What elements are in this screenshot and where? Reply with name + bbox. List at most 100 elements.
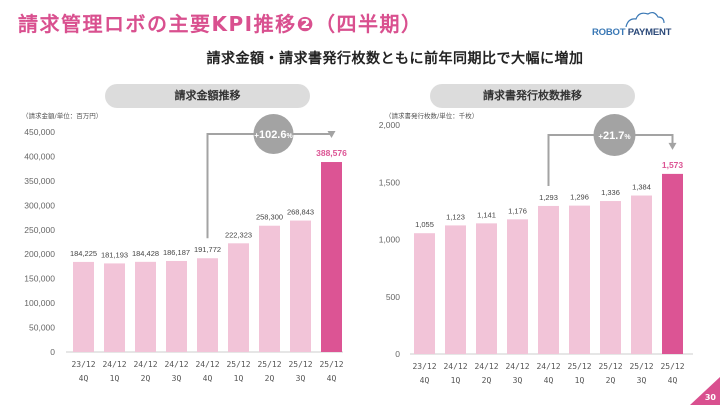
x-tick-label: 24/12 — [443, 362, 467, 371]
x-tick-label: 4Q — [544, 376, 554, 385]
bar — [321, 162, 342, 352]
corner-triangle-icon — [690, 377, 720, 405]
data-label: 388,576 — [316, 148, 347, 158]
x-tick-label: 2Q — [606, 376, 616, 385]
data-label: 268,843 — [287, 208, 314, 217]
y-tick-label: 100,000 — [24, 298, 55, 308]
bar — [538, 205, 559, 354]
data-label: 258,300 — [256, 213, 283, 222]
bar — [259, 225, 280, 352]
x-tick-label: 25/12 — [288, 360, 312, 369]
data-label: 1,573 — [662, 160, 684, 170]
data-label: 1,296 — [570, 193, 589, 202]
data-label: 1,336 — [601, 188, 620, 197]
x-tick-label: 23/12 — [412, 362, 436, 371]
data-label: 184,225 — [70, 249, 97, 258]
x-tick-label: 25/12 — [226, 360, 250, 369]
data-label: 1,176 — [508, 206, 527, 215]
x-tick-label: 2Q — [265, 374, 275, 383]
x-tick-label: 25/12 — [257, 360, 281, 369]
robot-payment-logo: ROBOT PAYMENT — [592, 8, 704, 38]
y-tick-label: 400,000 — [24, 151, 55, 161]
data-label: 184,428 — [132, 249, 159, 258]
x-tick-label: 25/12 — [660, 362, 684, 371]
x-tick-label: 4Q — [79, 374, 89, 383]
x-tick-label: 24/12 — [505, 362, 529, 371]
chart-title-invoice-count: 請求書発行枚数推移 — [430, 84, 635, 108]
x-tick-label: 23/12 — [71, 360, 95, 369]
x-tick-label: 25/12 — [319, 360, 343, 369]
x-tick-label: 4Q — [327, 374, 337, 383]
growth-rate-circle — [593, 114, 636, 156]
y-tick-label: 250,000 — [24, 225, 55, 235]
x-tick-label: 1Q — [110, 374, 120, 383]
bar — [290, 220, 311, 352]
cloud-icon — [625, 11, 665, 28]
x-tick-label: 4Q — [203, 374, 213, 383]
data-label: 181,193 — [101, 250, 128, 259]
bar — [445, 225, 466, 354]
x-tick-label: 25/12 — [629, 362, 653, 371]
bar — [662, 173, 683, 354]
y-tick-label: 450,000 — [24, 127, 55, 137]
y-tick-label: 150,000 — [24, 274, 55, 284]
bar — [166, 260, 187, 352]
y-tick-label: 1,000 — [379, 235, 401, 245]
y-tick-label: 350,000 — [24, 176, 55, 186]
bar — [228, 243, 249, 352]
x-tick-label: 24/12 — [102, 360, 126, 369]
x-tick-label: 3Q — [296, 374, 306, 383]
y-tick-label: 50,000 — [29, 323, 55, 333]
data-label: 222,323 — [225, 230, 252, 239]
x-tick-label: 3Q — [637, 376, 647, 385]
bar — [414, 233, 435, 354]
y-tick-label: 200,000 — [24, 249, 55, 259]
page-number: 30 — [704, 393, 716, 402]
arrow-down-icon — [668, 142, 677, 150]
bar — [135, 261, 156, 352]
chart-title-billing-amount: 請求金額推移 — [105, 84, 310, 108]
y-tick-label: 500 — [386, 292, 400, 302]
growth-rate-label: +21.7% — [598, 130, 631, 142]
bar — [104, 263, 125, 352]
bar — [600, 201, 621, 354]
data-label: 1,141 — [477, 210, 496, 219]
x-tick-label: 25/12 — [567, 362, 591, 371]
x-tick-label: 24/12 — [474, 362, 498, 371]
x-tick-label: 24/12 — [164, 360, 188, 369]
x-tick-label: 1Q — [575, 376, 585, 385]
x-tick-label: 24/12 — [195, 360, 219, 369]
page-number-badge: 30 — [690, 377, 720, 405]
bar — [631, 195, 652, 354]
x-tick-label: 1Q — [451, 376, 461, 385]
bar — [73, 261, 94, 352]
y-tick-label: 2,000 — [379, 120, 401, 130]
page-title: 請求管理ロボの主要KPI推移❷（四半期） — [18, 12, 423, 36]
x-tick-label: 24/12 — [133, 360, 157, 369]
x-tick-label: 4Q — [668, 376, 678, 385]
x-tick-label: 2Q — [482, 376, 492, 385]
data-label: 1,384 — [632, 183, 651, 192]
data-label: 1,055 — [415, 220, 434, 229]
bar — [569, 205, 590, 354]
unit-note-invoice-count: （請求書発行枚数/単位：千枚） — [385, 112, 479, 120]
subtitle: 請求金額・請求書発行枚数ともに前年同期比で大幅に増加 — [206, 51, 584, 67]
data-label: 1,293 — [539, 193, 558, 202]
x-tick-label: 3Q — [513, 376, 523, 385]
data-label: 191,772 — [194, 245, 221, 254]
y-tick-label: 300,000 — [24, 200, 55, 210]
y-tick-label: 0 — [395, 349, 400, 359]
bar — [197, 258, 218, 352]
x-tick-label: 1Q — [234, 374, 244, 383]
x-tick-label: 25/12 — [598, 362, 622, 371]
x-tick-label: 4Q — [420, 376, 430, 385]
x-tick-label: 24/12 — [536, 362, 560, 371]
data-label: 1,123 — [446, 212, 465, 221]
y-tick-label: 0 — [50, 347, 55, 357]
bar — [476, 223, 497, 354]
unit-note-billing-amount: （請求金額/単位：百万円） — [22, 112, 103, 120]
y-tick-label: 1,500 — [379, 177, 401, 187]
data-label: 186,187 — [163, 248, 190, 257]
